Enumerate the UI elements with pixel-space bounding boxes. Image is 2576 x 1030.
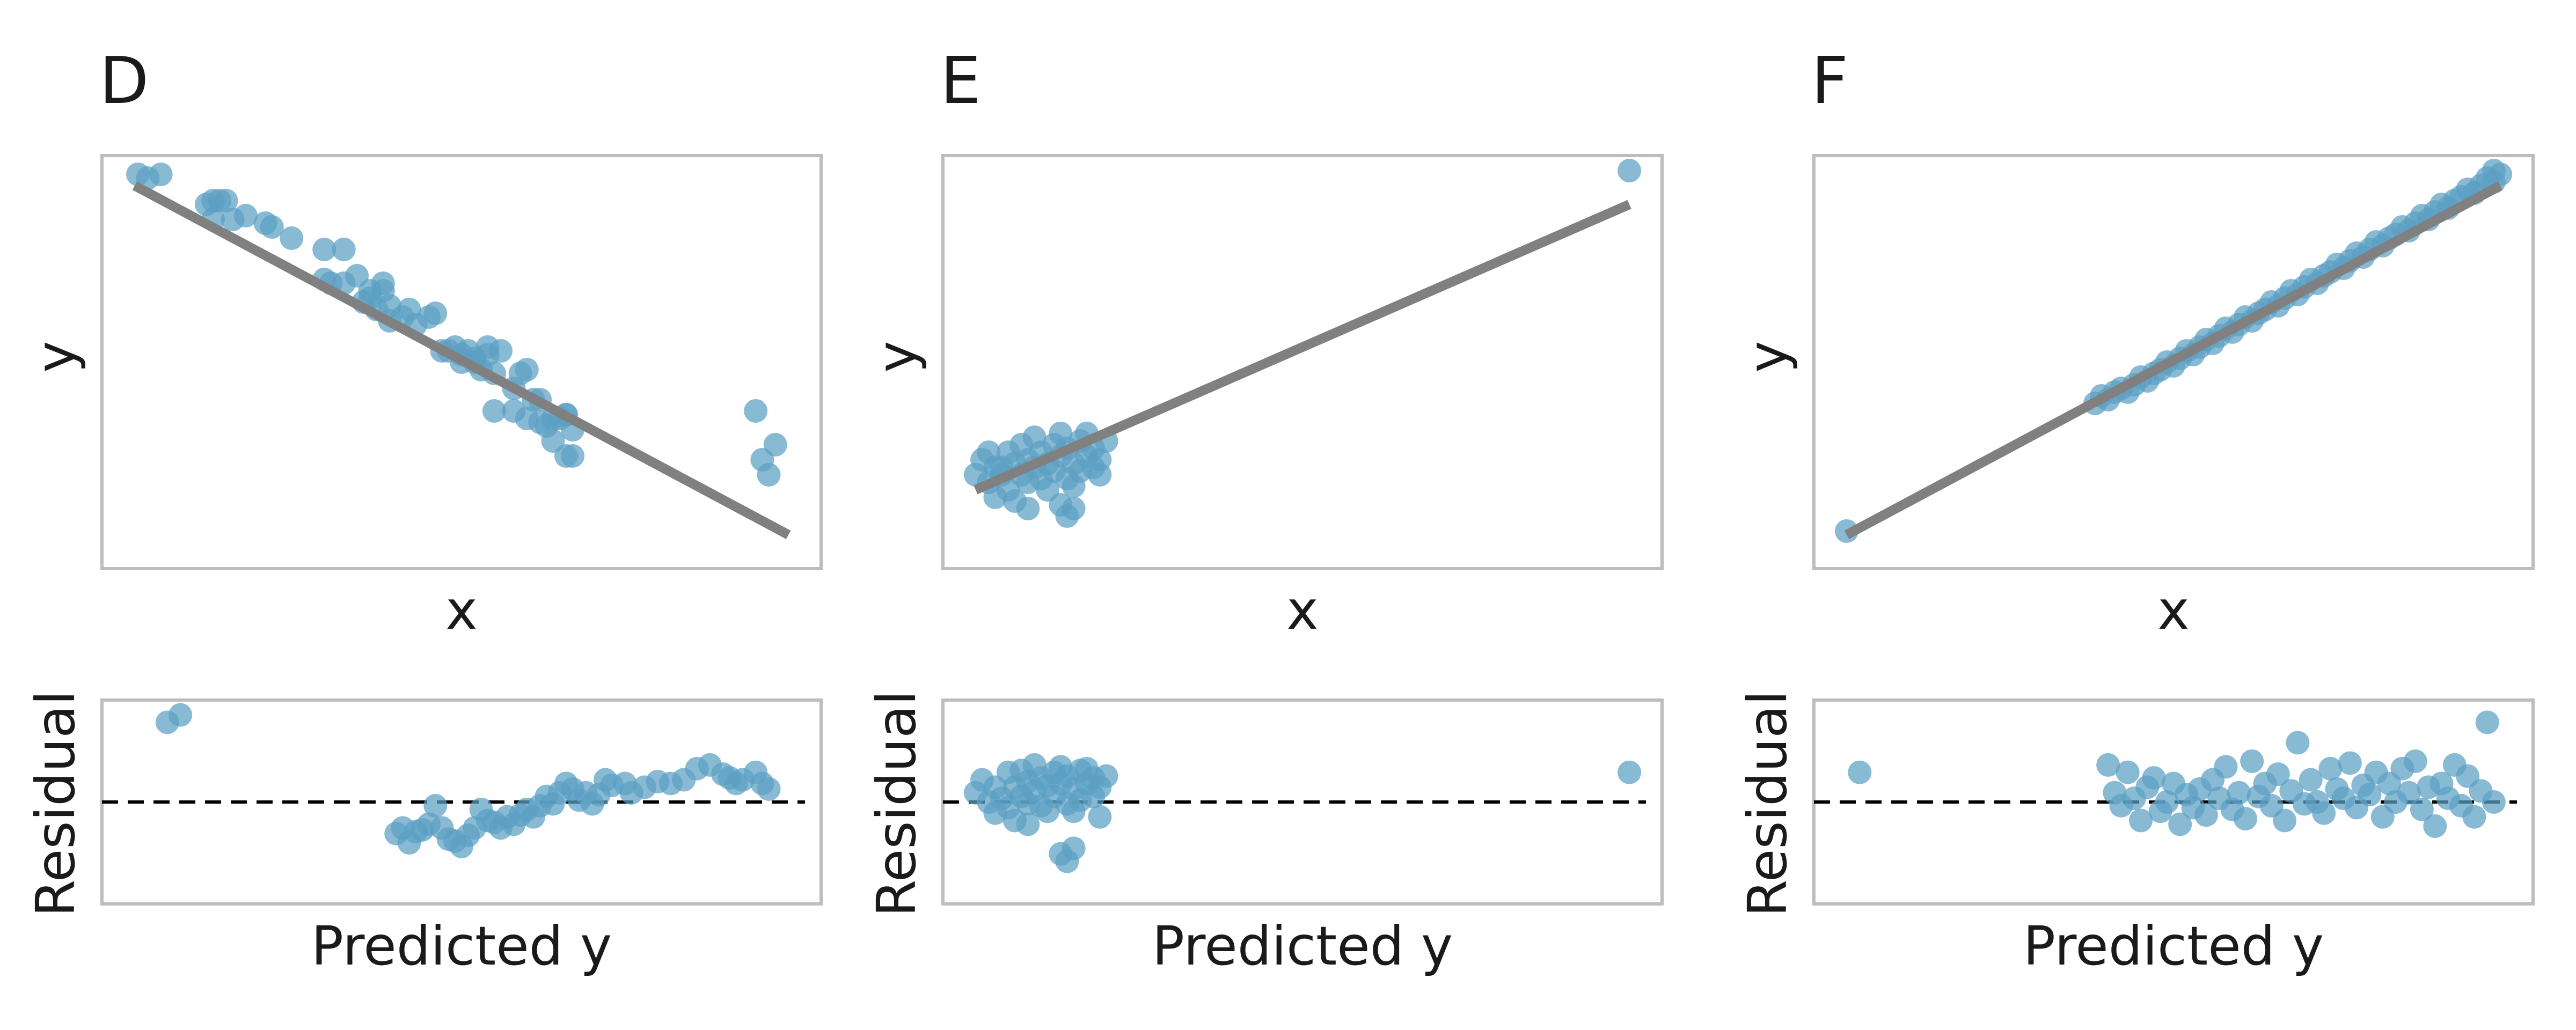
data-point	[744, 399, 768, 423]
panel-title: E	[940, 44, 981, 119]
residual-point	[2358, 783, 2382, 807]
plot-marks	[100, 154, 2535, 906]
x-axis-label: x	[2157, 579, 2189, 642]
panel-d: D y x Residual Predicted y	[24, 44, 612, 977]
data-point	[515, 358, 539, 381]
data-point	[528, 410, 552, 434]
data-point	[312, 238, 336, 261]
residual-point	[1618, 760, 1642, 784]
panel-f: F y x Residual Predicted y	[1736, 44, 2324, 977]
regression-line	[132, 181, 791, 539]
residual-point	[2155, 790, 2179, 814]
residual-point	[1062, 836, 1086, 860]
residual-point	[2273, 808, 2297, 833]
residual-point	[2482, 790, 2506, 814]
residual-point	[2129, 808, 2153, 833]
residual-point	[2234, 807, 2257, 831]
residual-point	[2397, 781, 2421, 805]
y-axis-label: y	[1736, 341, 1799, 372]
panel-d-marks	[100, 154, 823, 906]
data-point	[214, 189, 238, 212]
main-plot-frame	[100, 154, 823, 570]
residual-x-axis-label: Predicted y	[2023, 915, 2324, 977]
main-plot-frame	[941, 154, 1664, 570]
data-point	[371, 271, 395, 295]
residual-point	[1848, 760, 1872, 784]
residual-point	[2403, 749, 2427, 773]
residual-y-axis-label: Residual	[1736, 690, 1799, 917]
residual-point	[2168, 812, 2192, 836]
residual-point	[2194, 803, 2218, 827]
data-point	[1088, 448, 1112, 472]
residual-point	[2312, 801, 2336, 825]
residual-y-axis-label: Residual	[865, 690, 928, 917]
data-point	[561, 444, 585, 468]
y-axis-label: y	[24, 341, 87, 372]
data-point	[757, 463, 781, 487]
y-axis-label: y	[865, 341, 928, 372]
panel-f-marks	[1812, 154, 2535, 906]
data-point	[482, 399, 506, 423]
data-point	[2482, 159, 2506, 182]
residual-y-axis-label: Residual	[24, 690, 87, 917]
panel-e: E y x Residual Predicted y	[865, 44, 1453, 977]
data-point	[149, 163, 173, 186]
main-plot-frame	[1812, 154, 2535, 570]
residual-point	[430, 816, 454, 840]
residual-point	[2240, 749, 2264, 773]
residual-point	[1094, 764, 1118, 788]
residual-x-axis-label: Predicted y	[1152, 915, 1453, 977]
x-axis-label: x	[1286, 579, 1318, 642]
residual-point	[1016, 812, 1040, 836]
residual-point	[2266, 762, 2290, 786]
residual-point	[2299, 768, 2323, 792]
data-point	[1016, 497, 1040, 520]
residual-point	[169, 703, 193, 727]
data-point	[1618, 159, 1642, 182]
residual-point	[2227, 781, 2251, 805]
regression-line	[974, 200, 1631, 495]
residual-point	[423, 793, 448, 818]
data-point	[977, 440, 1001, 464]
residual-point	[2462, 805, 2486, 829]
residual-point	[2318, 756, 2343, 781]
regression-line	[1844, 181, 2503, 539]
residual-point	[2214, 755, 2238, 779]
panel-title: D	[99, 44, 149, 119]
data-point	[423, 301, 448, 325]
data-point	[475, 343, 500, 366]
data-point	[280, 226, 304, 250]
panel-title: F	[1811, 44, 1848, 119]
residual-point	[757, 777, 781, 801]
residual-point	[2423, 814, 2447, 838]
residual-point	[1088, 805, 1112, 829]
x-axis-label: x	[445, 579, 477, 642]
data-point	[332, 238, 356, 261]
residual-point	[2410, 797, 2434, 821]
residual-point	[2096, 753, 2120, 777]
residual-point	[2116, 760, 2140, 784]
residual-point	[2286, 731, 2310, 755]
data-point	[221, 208, 245, 231]
data-point	[1062, 497, 1086, 520]
panel-e-marks	[941, 154, 1664, 906]
residual-x-axis-label: Predicted y	[311, 915, 612, 977]
data-point	[260, 215, 284, 239]
residual-point	[2142, 766, 2166, 790]
residual-point	[2475, 710, 2499, 734]
residual-point	[2338, 751, 2362, 775]
